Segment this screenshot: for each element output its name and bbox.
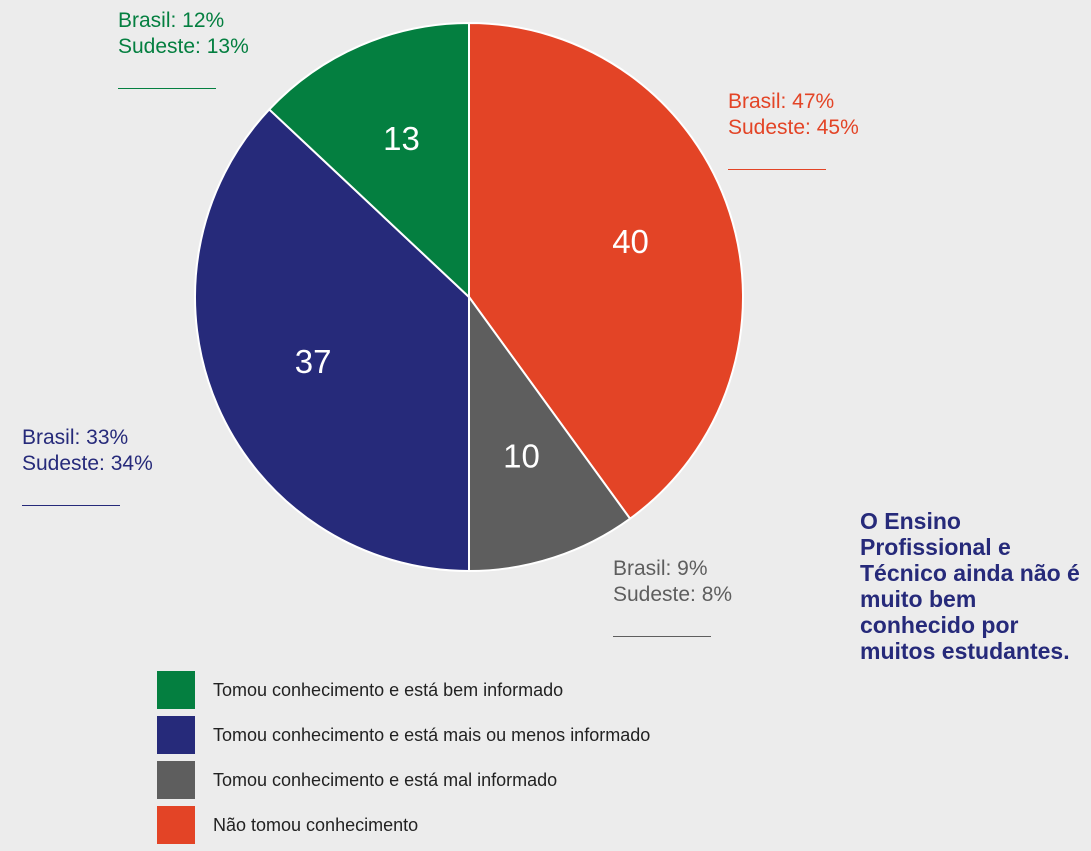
pie-slice (194, 108, 470, 573)
annotation-brasil: Brasil: 12% (118, 9, 225, 32)
pie-slice-value-label: 37 (295, 343, 332, 380)
annotation-more-or-less-informed: Brasil: 33% Sudeste: 34% (22, 425, 153, 506)
pie-slice (468, 293, 632, 573)
legend-swatch (157, 671, 195, 709)
legend-item-more-or-less-informed: Tomou conhecimento e está mais ou menos … (157, 716, 650, 754)
legend-swatch (157, 761, 195, 799)
annotation-badly-informed: Brasil: 9% Sudeste: 8% (613, 556, 732, 637)
annotation-underline (728, 169, 826, 170)
pie-slice (267, 21, 470, 300)
pie-slice-value-label: 10 (503, 437, 540, 474)
legend-swatch (157, 806, 195, 844)
pie-slice (468, 21, 744, 521)
annotation-underline (613, 636, 711, 637)
chart-legend: Tomou conhecimento e está bem informado … (157, 671, 650, 851)
annotation-sudeste: Sudeste: 34% (22, 452, 153, 475)
legend-item-well-informed: Tomou conhecimento e está bem informado (157, 671, 650, 709)
annotation-sudeste: Sudeste: 13% (118, 35, 249, 58)
annotation-well-informed: Brasil: 12% Sudeste: 13% (118, 8, 249, 89)
summary-note: O Ensino Profissional e Técnico ainda nã… (860, 508, 1080, 664)
legend-item-badly-informed: Tomou conhecimento e está mal informado (157, 761, 650, 799)
annotation-brasil: Brasil: 33% (22, 426, 129, 449)
legend-label: Tomou conhecimento e está bem informado (213, 679, 564, 700)
annotation-sudeste: Sudeste: 8% (613, 583, 733, 606)
annotation-underline (22, 505, 120, 506)
annotation-brasil: Brasil: 47% (728, 90, 835, 113)
legend-swatch (157, 716, 195, 754)
legend-label: Tomou conhecimento e está mais ou menos … (213, 724, 651, 745)
legend-item-not-informed: Não tomou conhecimento (157, 806, 650, 844)
pie-slice-value-label: 40 (612, 223, 649, 260)
annotation-underline (118, 88, 216, 89)
annotation-sudeste: Sudeste: 45% (728, 116, 859, 139)
pie-slice-value-label: 13 (383, 120, 420, 157)
legend-label: Tomou conhecimento e está mal informado (213, 769, 558, 790)
annotation-not-informed: Brasil: 47% Sudeste: 45% (728, 89, 859, 170)
legend-label: Não tomou conhecimento (213, 814, 419, 835)
annotation-brasil: Brasil: 9% (613, 557, 708, 580)
